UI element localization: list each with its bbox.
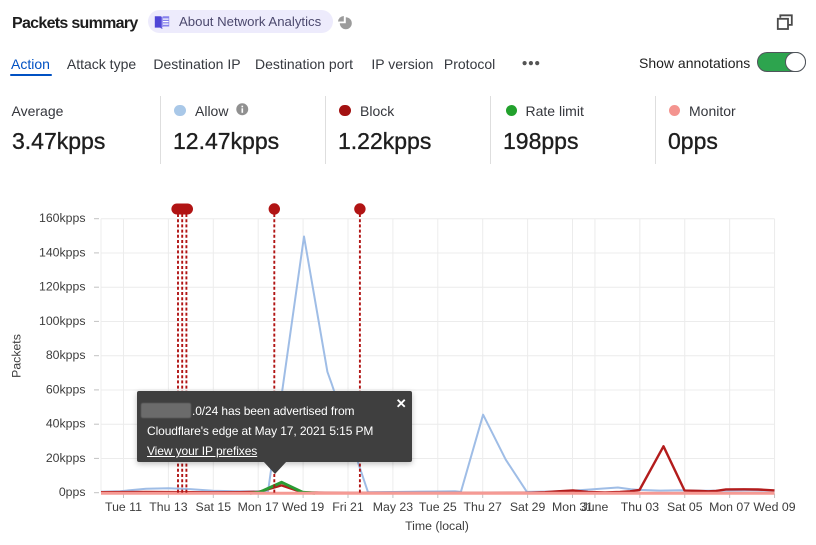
svg-text:Thu 13: Thu 13 [149, 500, 187, 514]
svg-text:Sat 15: Sat 15 [196, 500, 232, 514]
svg-text:20kpps: 20kpps [46, 451, 86, 465]
svg-text:100kpps: 100kpps [39, 314, 86, 328]
svg-text:Thu 27: Thu 27 [464, 500, 502, 514]
svg-text:June: June [582, 500, 609, 514]
svg-text:Sat 29: Sat 29 [510, 500, 546, 514]
svg-text:Mon 31: Mon 31 [552, 500, 593, 514]
svg-text:Wed 19: Wed 19 [282, 500, 324, 514]
svg-text:120kpps: 120kpps [39, 280, 86, 294]
svg-text:160kpps: 160kpps [39, 211, 86, 225]
svg-text:Sat 05: Sat 05 [667, 500, 703, 514]
svg-text:Mon 07: Mon 07 [709, 500, 750, 514]
svg-text:60kpps: 60kpps [46, 382, 86, 396]
svg-text:Thu 03: Thu 03 [621, 500, 659, 514]
svg-text:40kpps: 40kpps [46, 417, 86, 431]
svg-text:Packets: Packets [10, 334, 24, 378]
svg-text:Fri 21: Fri 21 [332, 500, 364, 514]
svg-text:Time (local): Time (local) [405, 519, 469, 533]
svg-text:Wed 09: Wed 09 [753, 500, 795, 514]
svg-text:Tue 11: Tue 11 [105, 500, 142, 514]
svg-text:Tue 25: Tue 25 [419, 500, 457, 514]
svg-text:May 23: May 23 [373, 500, 413, 514]
svg-text:80kpps: 80kpps [46, 348, 86, 362]
svg-text:0pps: 0pps [59, 485, 86, 499]
svg-text:140kpps: 140kpps [39, 245, 86, 259]
svg-text:Mon 17: Mon 17 [238, 500, 279, 514]
